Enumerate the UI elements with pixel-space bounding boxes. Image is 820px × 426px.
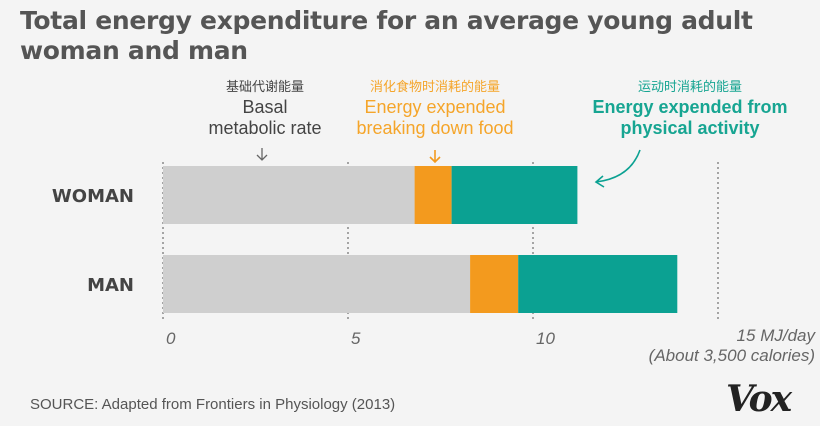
basal-label-zh: 基础代谢能量	[225, 79, 304, 94]
basal-label-en-2: metabolic rate	[208, 118, 322, 138]
category-labels: WOMAN MAN	[52, 186, 134, 296]
x-tick-label: 0	[166, 329, 176, 348]
food-label-en-2: breaking down food	[356, 118, 514, 138]
bar-man-series-0	[163, 255, 471, 313]
activity-label-en-2: physical activity	[620, 118, 760, 138]
bar-woman-series-2	[451, 166, 578, 224]
food-arrow-icon	[429, 150, 441, 164]
food-label: 消化食物时消耗的能量 Energy expended breaking down…	[325, 76, 545, 139]
basal-label-en-1: Basal	[242, 97, 288, 117]
basal-arrow-icon	[256, 148, 268, 161]
x-axis-calories: (About 3,500 calories)	[648, 346, 815, 365]
bar-woman-series-1	[414, 166, 452, 224]
x-axis-note: 15 MJ/day (About 3,500 calories)	[600, 326, 815, 366]
vox-logo: Vox	[726, 378, 792, 420]
category-label-woman: WOMAN	[52, 186, 134, 207]
x-tick-label: 5	[351, 329, 361, 348]
x-tick-label: 10	[536, 329, 555, 348]
food-label-en-1: Energy expended	[364, 97, 506, 117]
bar-man-series-2	[518, 255, 678, 313]
food-label-zh: 消化食物时消耗的能量	[369, 79, 500, 94]
activity-arrow-icon	[594, 149, 641, 188]
x-axis-label: MJ/day	[760, 326, 815, 345]
activity-label: 运动时消耗的能量 Energy expended from physical a…	[575, 76, 805, 139]
activity-label-en-1: Energy expended from	[592, 97, 788, 117]
last-tick: 15	[736, 326, 756, 345]
bar-woman-series-0	[163, 166, 415, 224]
category-label-man: MAN	[87, 275, 134, 296]
annotation-arrows	[256, 148, 641, 188]
x-tick-labels: 0 5 10	[166, 329, 555, 348]
source-note: SOURCE: Adapted from Frontiers in Physio…	[30, 396, 396, 413]
basal-label: 基础代谢能量 Basal metabolic rate	[160, 76, 370, 139]
chart-title: Total energy expenditure for an average …	[20, 6, 753, 65]
x-axis-unit: 15 MJ/day	[600, 326, 815, 346]
bar-man-series-1	[470, 255, 519, 313]
bars	[163, 166, 678, 313]
activity-label-zh: 运动时消耗的能量	[637, 79, 742, 94]
